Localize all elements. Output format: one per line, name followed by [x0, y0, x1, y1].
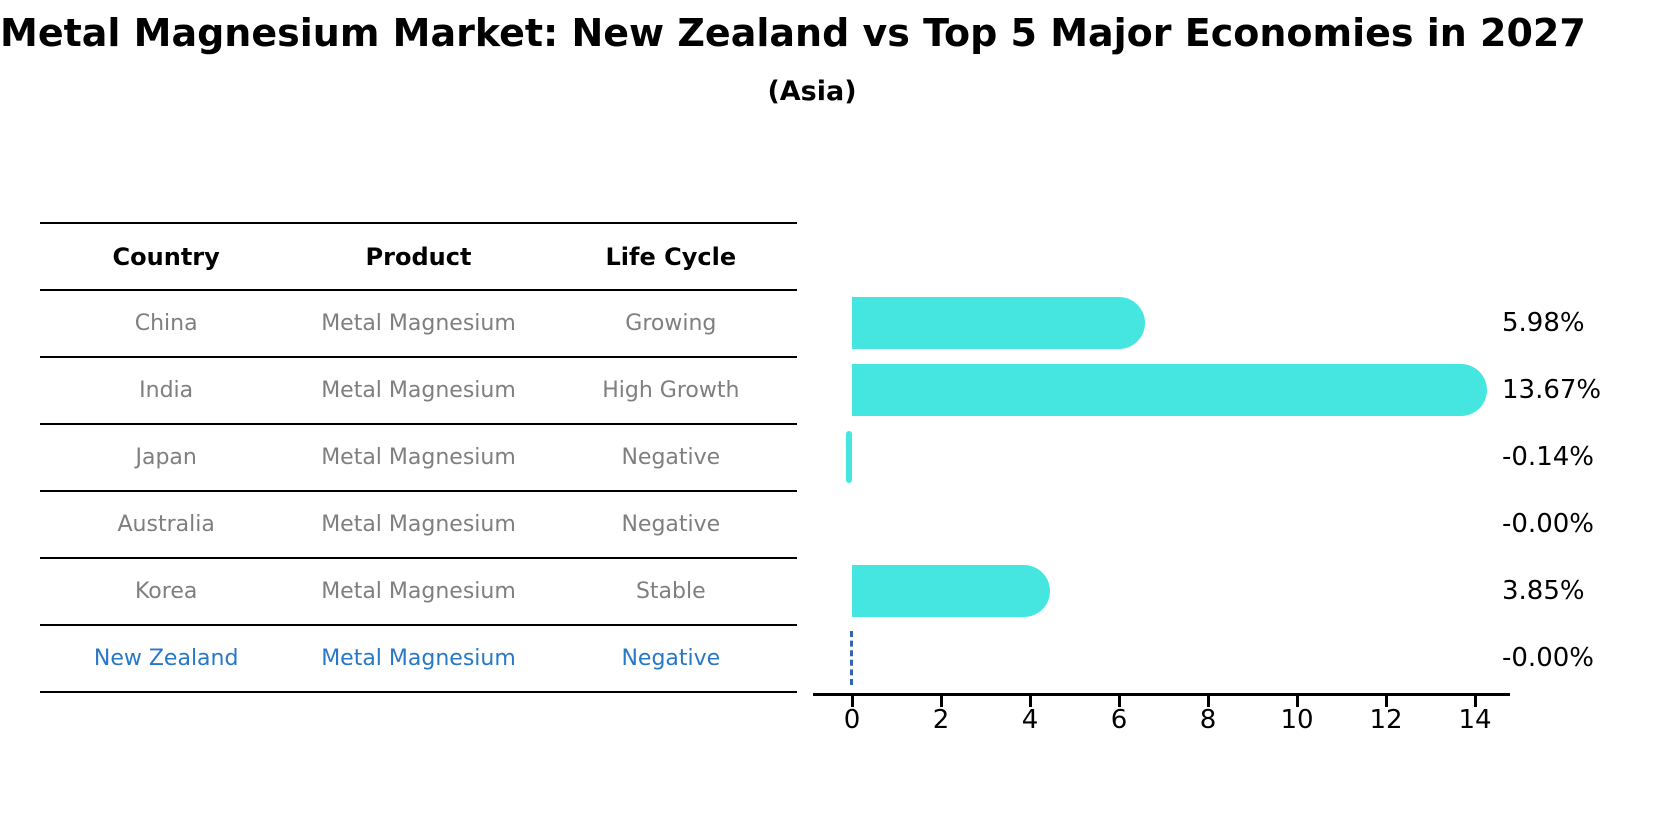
x-tick	[1384, 696, 1388, 707]
x-tick-label: 10	[1280, 705, 1314, 735]
table-row: Korea Metal Magnesium Stable	[40, 559, 797, 626]
cell-product: Metal Magnesium	[321, 512, 516, 537]
x-tick-label: 0	[843, 705, 861, 735]
x-tick	[850, 696, 854, 707]
table-header-product: Product	[365, 242, 472, 271]
bar-korea	[852, 564, 1051, 617]
table-row: China Metal Magnesium Growing	[40, 291, 797, 358]
cell-country: New Zealand	[93, 646, 239, 671]
x-tick	[1206, 696, 1210, 707]
bar-china	[852, 296, 1146, 349]
country-table: Country Product Life Cycle China Metal Ma…	[40, 222, 797, 693]
x-tick-label: 14	[1458, 705, 1492, 735]
bar-value-label: -0.00%	[1502, 642, 1594, 673]
table-header-lifecycle: Life Cycle	[605, 242, 737, 271]
x-tick	[1295, 696, 1299, 707]
bar-value-label: -0.14%	[1502, 441, 1594, 472]
cell-product: Metal Magnesium	[321, 579, 516, 604]
cell-country: China	[134, 311, 198, 336]
cell-country: India	[139, 378, 194, 403]
chart-subtitle: (Asia)	[767, 76, 857, 107]
table-row: Japan Metal Magnesium Negative	[40, 425, 797, 492]
x-tick-label: 6	[1110, 705, 1128, 735]
cell-lifecycle: Negative	[621, 646, 721, 671]
x-tick	[1028, 696, 1032, 707]
cell-product: Metal Magnesium	[321, 311, 516, 336]
x-axis-line	[813, 693, 1510, 696]
cell-product: Metal Magnesium	[321, 646, 516, 671]
table-body: China Metal Magnesium Growing India Metal Ma…	[40, 291, 797, 693]
bar-value-label: 5.98%	[1502, 307, 1585, 338]
bar-value-label: 13.67%	[1502, 374, 1602, 405]
x-tick	[1473, 696, 1477, 707]
cell-lifecycle: Stable	[635, 579, 706, 604]
x-tick-label: 2	[932, 705, 950, 735]
cell-product: Metal Magnesium	[321, 378, 516, 403]
cell-lifecycle: High Growth	[602, 378, 740, 403]
x-tick-label: 12	[1369, 705, 1403, 735]
cell-lifecycle: Negative	[621, 445, 721, 470]
x-tick-label: 4	[1021, 705, 1039, 735]
bar-value-label: 3.85%	[1502, 575, 1585, 606]
cell-country: Korea	[134, 579, 198, 604]
cell-country: Japan	[135, 445, 197, 470]
table-row: Australia Metal Magnesium Negative	[40, 492, 797, 559]
table-header-row: Country Product Life Cycle	[40, 224, 797, 291]
x-tick-label: 8	[1199, 705, 1217, 735]
table-row: New Zealand Metal Magnesium Negative	[40, 626, 797, 693]
new-zealand-zero-dashed-line	[850, 630, 853, 685]
cell-product: Metal Magnesium	[321, 445, 516, 470]
bar-india	[852, 363, 1488, 416]
cell-country: Australia	[117, 512, 215, 537]
x-tick	[1117, 696, 1121, 707]
bar-value-label: -0.00%	[1502, 508, 1594, 539]
chart-title: Metal Magnesium Market: New Zealand vs T…	[0, 11, 1586, 55]
table-header-country: Country	[112, 242, 220, 271]
table-row: India Metal Magnesium High Growth	[40, 358, 797, 425]
x-tick	[939, 696, 943, 707]
cell-lifecycle: Negative	[621, 512, 721, 537]
bar-japan	[845, 430, 852, 483]
cell-lifecycle: Growing	[625, 311, 717, 336]
